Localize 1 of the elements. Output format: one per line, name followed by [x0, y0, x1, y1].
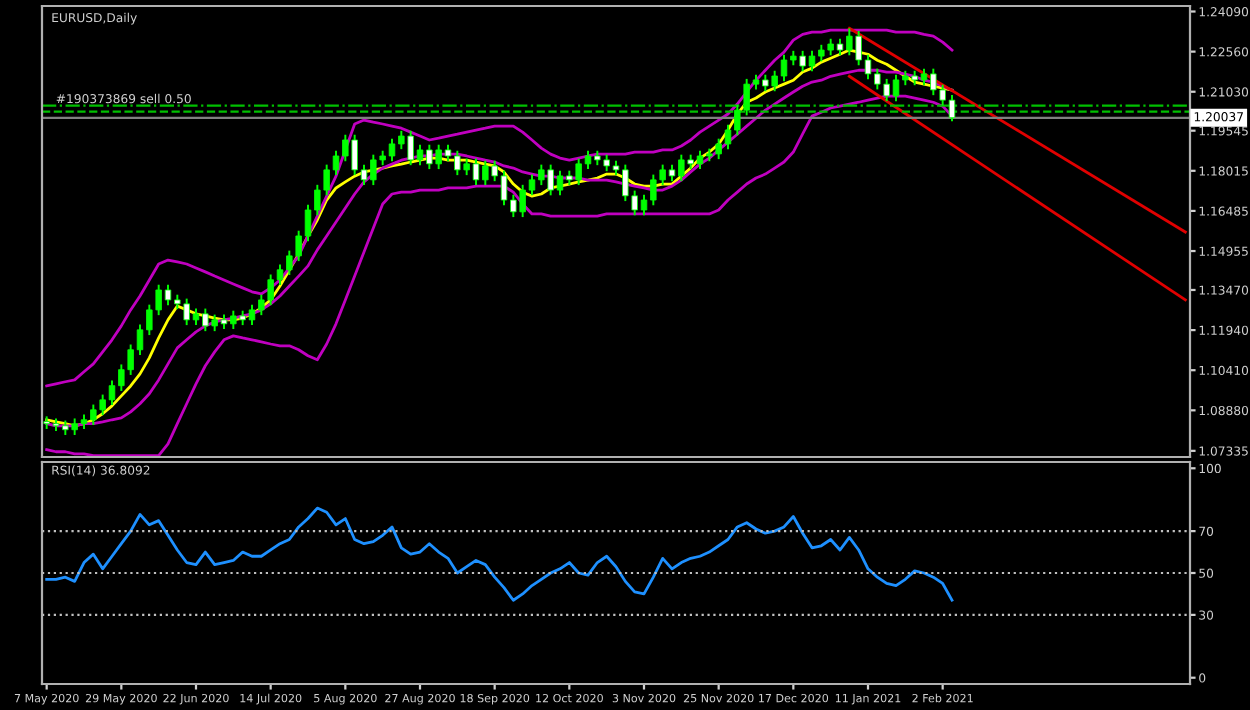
line-series [45, 506, 954, 602]
